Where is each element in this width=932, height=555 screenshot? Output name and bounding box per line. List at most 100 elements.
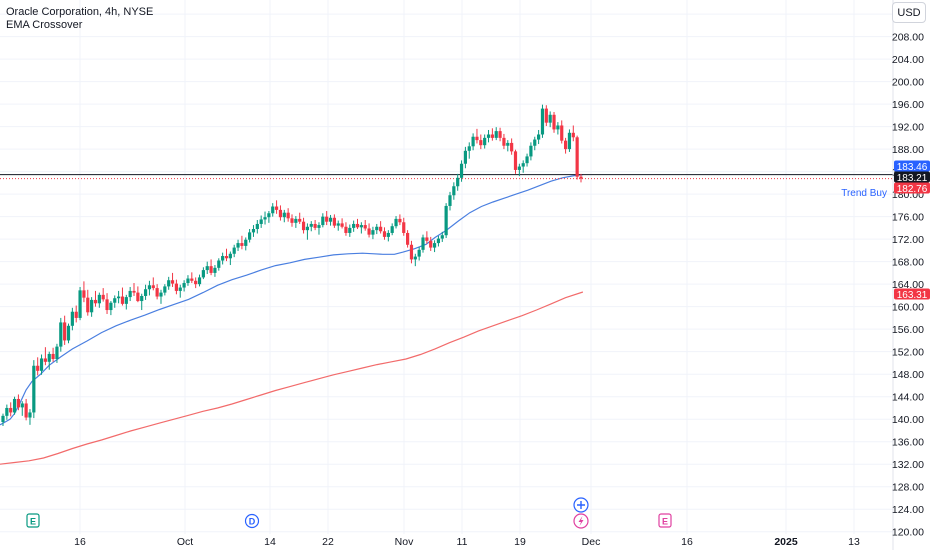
candle-body: [232, 247, 236, 254]
candle-body: [244, 239, 248, 246]
candle-body: [328, 217, 333, 222]
price-label-183.21[interactable]: 183.21: [894, 171, 930, 184]
candle: [201, 267, 205, 280]
candle: [486, 129, 491, 143]
candle-body: [348, 227, 352, 233]
candle-body: [359, 225, 363, 228]
candle: [363, 220, 367, 231]
candle-body: [544, 108, 548, 123]
candle-body: [529, 145, 533, 157]
candle-body: [78, 290, 82, 318]
candle: [74, 305, 78, 323]
candle-body: [494, 131, 498, 138]
candle-body: [90, 299, 94, 313]
candle: [379, 221, 383, 234]
candle: [86, 289, 90, 316]
candle-body: [298, 218, 302, 222]
candle: [517, 163, 521, 177]
candle-body: [560, 125, 564, 141]
candle: [456, 173, 460, 191]
candle: [55, 343, 59, 363]
candle-body: [517, 166, 521, 170]
candle: [332, 214, 336, 228]
candle: [43, 347, 47, 366]
lightning-event-icon[interactable]: [573, 513, 589, 529]
ema-lines: [0, 174, 584, 465]
candle-body: [178, 287, 182, 291]
candle-body: [190, 278, 194, 281]
candle: [255, 220, 259, 234]
time-tick-label: 11: [457, 536, 468, 548]
candle-body: [575, 137, 579, 177]
marker-box: [26, 513, 40, 528]
price-label-box: [894, 160, 930, 172]
candle-body: [221, 256, 225, 261]
candle-body: [459, 163, 464, 178]
candle-body: [43, 358, 47, 362]
candle: [467, 142, 471, 159]
candle: [59, 317, 63, 352]
candle-body: [340, 223, 344, 227]
candle-body: [463, 150, 467, 164]
candle-body: [483, 137, 487, 146]
candle: [394, 216, 398, 229]
earnings-marker: E: [26, 513, 40, 528]
candle: [120, 287, 125, 306]
symbol-title[interactable]: Oracle Corporation, 4h, NYSE: [6, 6, 154, 18]
candle-body: [456, 177, 460, 187]
candle: [244, 237, 248, 251]
candle: [552, 111, 556, 133]
candle: [217, 258, 221, 271]
price-label-box: [894, 171, 930, 183]
candle: [540, 104, 545, 138]
time-tick-label: 16: [74, 536, 86, 548]
candle: [544, 105, 548, 127]
time-tick-label: 2025: [774, 536, 798, 548]
price-label-text: 183.21: [897, 173, 928, 184]
candle-body: [32, 365, 36, 413]
candle: [47, 351, 51, 370]
candle-body: [16, 398, 21, 408]
candle-body: [36, 365, 40, 371]
candle-body: [375, 226, 379, 231]
candle: [429, 236, 433, 251]
candle-body: [379, 226, 383, 232]
candle: [159, 289, 163, 304]
price-tick-label: 172.00: [892, 234, 924, 246]
candle: [278, 205, 283, 221]
candle-body: [429, 240, 433, 248]
candle: [463, 146, 467, 169]
candle: [459, 160, 464, 182]
indicator-title[interactable]: EMA Crossover: [6, 19, 83, 31]
candle: [66, 323, 71, 344]
candle-body: [82, 290, 86, 298]
candle: [321, 213, 325, 228]
candle: [140, 293, 144, 311]
candle-body: [228, 253, 232, 259]
currency-button[interactable]: USD: [892, 2, 926, 23]
candle-body: [24, 403, 28, 418]
candle-body: [490, 134, 494, 138]
candle: [421, 234, 425, 253]
candle: [375, 223, 379, 235]
price-label-163.31[interactable]: 163.31: [894, 288, 930, 301]
candle-body: [425, 237, 429, 241]
candle: [502, 133, 506, 150]
price-label-182.76[interactable]: 182.76: [894, 182, 930, 195]
candle: [494, 127, 498, 141]
price-tick-label: 164.00: [892, 279, 924, 291]
candle-body: [39, 358, 44, 371]
price-tick-label: 124.00: [892, 504, 924, 516]
candle: [286, 208, 290, 222]
candle-body: [251, 229, 256, 233]
candle: [186, 275, 190, 286]
price-tick-label: 208.00: [892, 32, 924, 44]
candle-body: [525, 156, 529, 164]
candle-body: [417, 249, 421, 257]
price-label-183.46[interactable]: 183.46: [894, 160, 930, 173]
candle: [382, 227, 387, 240]
add-event-icon[interactable]: [573, 497, 589, 513]
